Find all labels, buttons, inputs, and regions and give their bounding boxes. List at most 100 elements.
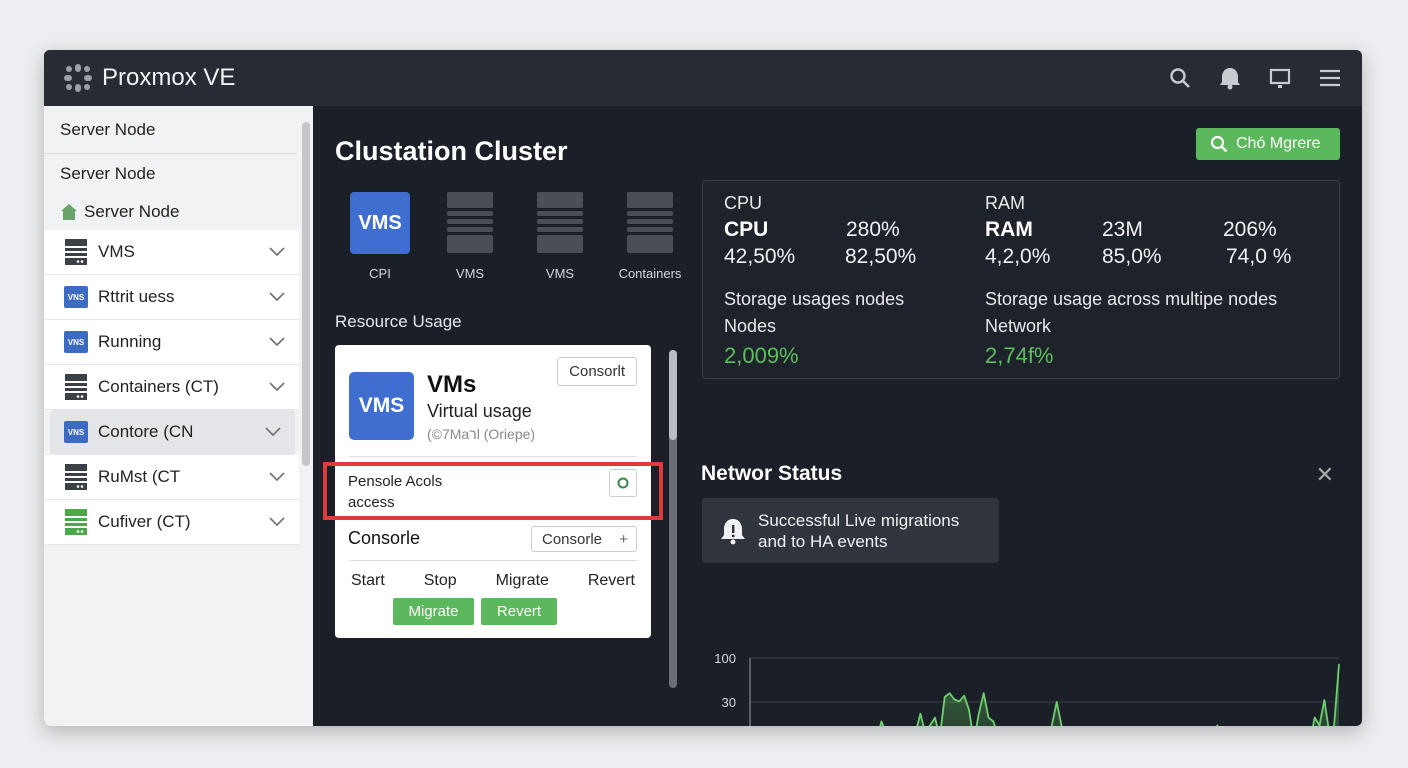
vms-icon: VNS	[64, 285, 88, 309]
sidebar-item[interactable]: VNS Rttrit uess	[44, 275, 299, 320]
sidebar-server-node-home[interactable]: Server Node	[44, 194, 313, 230]
chart-area-fill	[880, 664, 1339, 726]
sidebar-item[interactable]: Cufiver (CT)	[44, 500, 299, 545]
card-title: VMs	[427, 371, 477, 398]
sidebar-item-label: Containers (CT)	[98, 377, 219, 396]
app-title: Proxmox VE	[102, 64, 236, 91]
main-scrollbar[interactable]	[669, 350, 677, 688]
vms-icon: VMS	[349, 372, 414, 440]
sidebar-item[interactable]: VNS Contore (CN	[50, 410, 295, 455]
sidebar-server-node[interactable]: Server Node	[60, 164, 156, 183]
y-tick-label: 30	[722, 695, 736, 710]
data-point	[1051, 724, 1053, 726]
divider	[349, 456, 637, 457]
chevron-down-icon[interactable]	[269, 242, 285, 262]
tile-label: CPI	[369, 266, 391, 281]
proxmox-logo-icon	[64, 64, 92, 92]
ram-value: 23M	[1102, 218, 1143, 241]
ram-value: 74,0 %	[1226, 245, 1292, 268]
sidebar-item[interactable]: VNS Running	[44, 320, 299, 365]
y-tick-label: 100	[714, 651, 736, 666]
start-action[interactable]: Start	[351, 572, 385, 589]
sidebar-item-label: Server Node	[84, 202, 180, 221]
data-point	[948, 692, 951, 694]
alert-banner: Successful Live migrations and to HA even…	[702, 498, 999, 563]
sidebar-scrollbar[interactable]	[302, 122, 310, 466]
search-icon[interactable]	[1168, 64, 1192, 92]
ram-value: 206%	[1223, 218, 1277, 241]
data-point	[880, 720, 883, 723]
data-point	[953, 698, 956, 701]
plus-icon: +	[619, 530, 628, 548]
data-point	[983, 692, 985, 694]
network-label: Network	[985, 316, 1052, 336]
revert-button[interactable]: Revert	[481, 598, 557, 625]
server-icon	[64, 239, 88, 265]
chevron-down-icon[interactable]	[269, 467, 285, 487]
data-point	[929, 724, 931, 726]
chevron-down-icon[interactable]	[269, 512, 285, 532]
network-status-title: Networ Status	[701, 462, 843, 485]
data-point	[944, 696, 946, 698]
sidebar-server-node[interactable]: Server Node	[44, 106, 297, 154]
menu-icon[interactable]	[1318, 64, 1342, 92]
circle-icon	[617, 477, 629, 489]
sidebar-item[interactable]: VMS	[44, 230, 299, 275]
vms-icon: VNS	[64, 420, 88, 444]
cpu-value: 280%	[846, 218, 900, 241]
highlight-box	[323, 462, 663, 520]
sidebar-item-label: Contore (CN	[98, 422, 194, 441]
tile-vms-2[interactable]: VMS	[515, 192, 605, 281]
migrate-button[interactable]: Migrate	[393, 598, 474, 625]
chevron-down-icon[interactable]	[269, 377, 285, 397]
data-point	[1056, 701, 1058, 703]
chevron-down-icon[interactable]	[269, 332, 285, 352]
close-icon[interactable]: ✕	[1315, 462, 1334, 487]
tile-containers[interactable]: Containers	[605, 192, 695, 281]
stop-action[interactable]: Stop	[423, 572, 457, 589]
server-icon	[64, 374, 88, 400]
revert-action[interactable]: Revert	[587, 572, 635, 589]
sidebar-item[interactable]: RuMst (CT	[44, 455, 299, 500]
stats-panel: CPU CPU 280% 42,50% 82,50% RAM RAM 23M 2…	[702, 180, 1340, 379]
bell-icon[interactable]	[1218, 64, 1242, 92]
network-value: 2,74f%	[985, 343, 1054, 368]
sidebar-item-label: Cufiver (CT)	[98, 512, 191, 531]
refresh-button[interactable]	[609, 469, 637, 497]
data-point	[958, 700, 960, 702]
sidebar: Server Node Server Node Server Node VMS V…	[44, 106, 313, 726]
migrate-action[interactable]: Migrate	[495, 572, 549, 589]
find-migrate-button[interactable]: Chó Mgrere	[1196, 128, 1340, 160]
storage-left-label: Storage usages nodes	[724, 289, 905, 309]
sidebar-item-label: RuMst (CT	[98, 467, 181, 486]
sidebar-item[interactable]: Containers (CT)	[44, 365, 299, 410]
console-access-text[interactable]: Pensole Acols access	[348, 473, 443, 511]
sidebar-item-label: Running	[98, 332, 162, 351]
app-logo[interactable]: Proxmox VE	[62, 62, 235, 94]
network-chart: 020301001003030304060605060601060100	[714, 651, 1340, 726]
monitor-icon[interactable]	[1268, 64, 1292, 92]
home-icon	[61, 204, 77, 220]
card-meta: (©7Maרl (Oriepe)	[427, 426, 536, 442]
console-button[interactable]: Consorlt	[557, 357, 637, 386]
chevron-down-icon[interactable]	[269, 287, 285, 307]
server-icon	[64, 464, 88, 490]
card-subtitle: Virtual usage	[427, 401, 532, 421]
data-point	[992, 720, 994, 723]
chevron-down-icon[interactable]	[265, 422, 281, 442]
tile-cpu[interactable]: VMS CPI	[335, 192, 425, 281]
resource-usage-heading: Resource Usage	[335, 312, 462, 331]
ram-label: RAM	[985, 218, 1033, 241]
data-point	[1323, 699, 1325, 701]
data-point	[1314, 717, 1316, 719]
data-point	[934, 717, 936, 719]
top-header: Proxmox VE	[44, 50, 1362, 106]
console-add-button[interactable]: Consorle +	[531, 526, 637, 552]
data-point	[919, 713, 921, 715]
tile-label: VMS	[545, 266, 575, 281]
tile-label: VMS	[455, 266, 485, 281]
server-icon	[627, 192, 673, 254]
tile-vms[interactable]: VMS	[425, 192, 515, 281]
main-panel: Clustation Cluster VMS CPI VMS VMS Contai…	[313, 106, 1362, 726]
data-point	[978, 713, 980, 715]
